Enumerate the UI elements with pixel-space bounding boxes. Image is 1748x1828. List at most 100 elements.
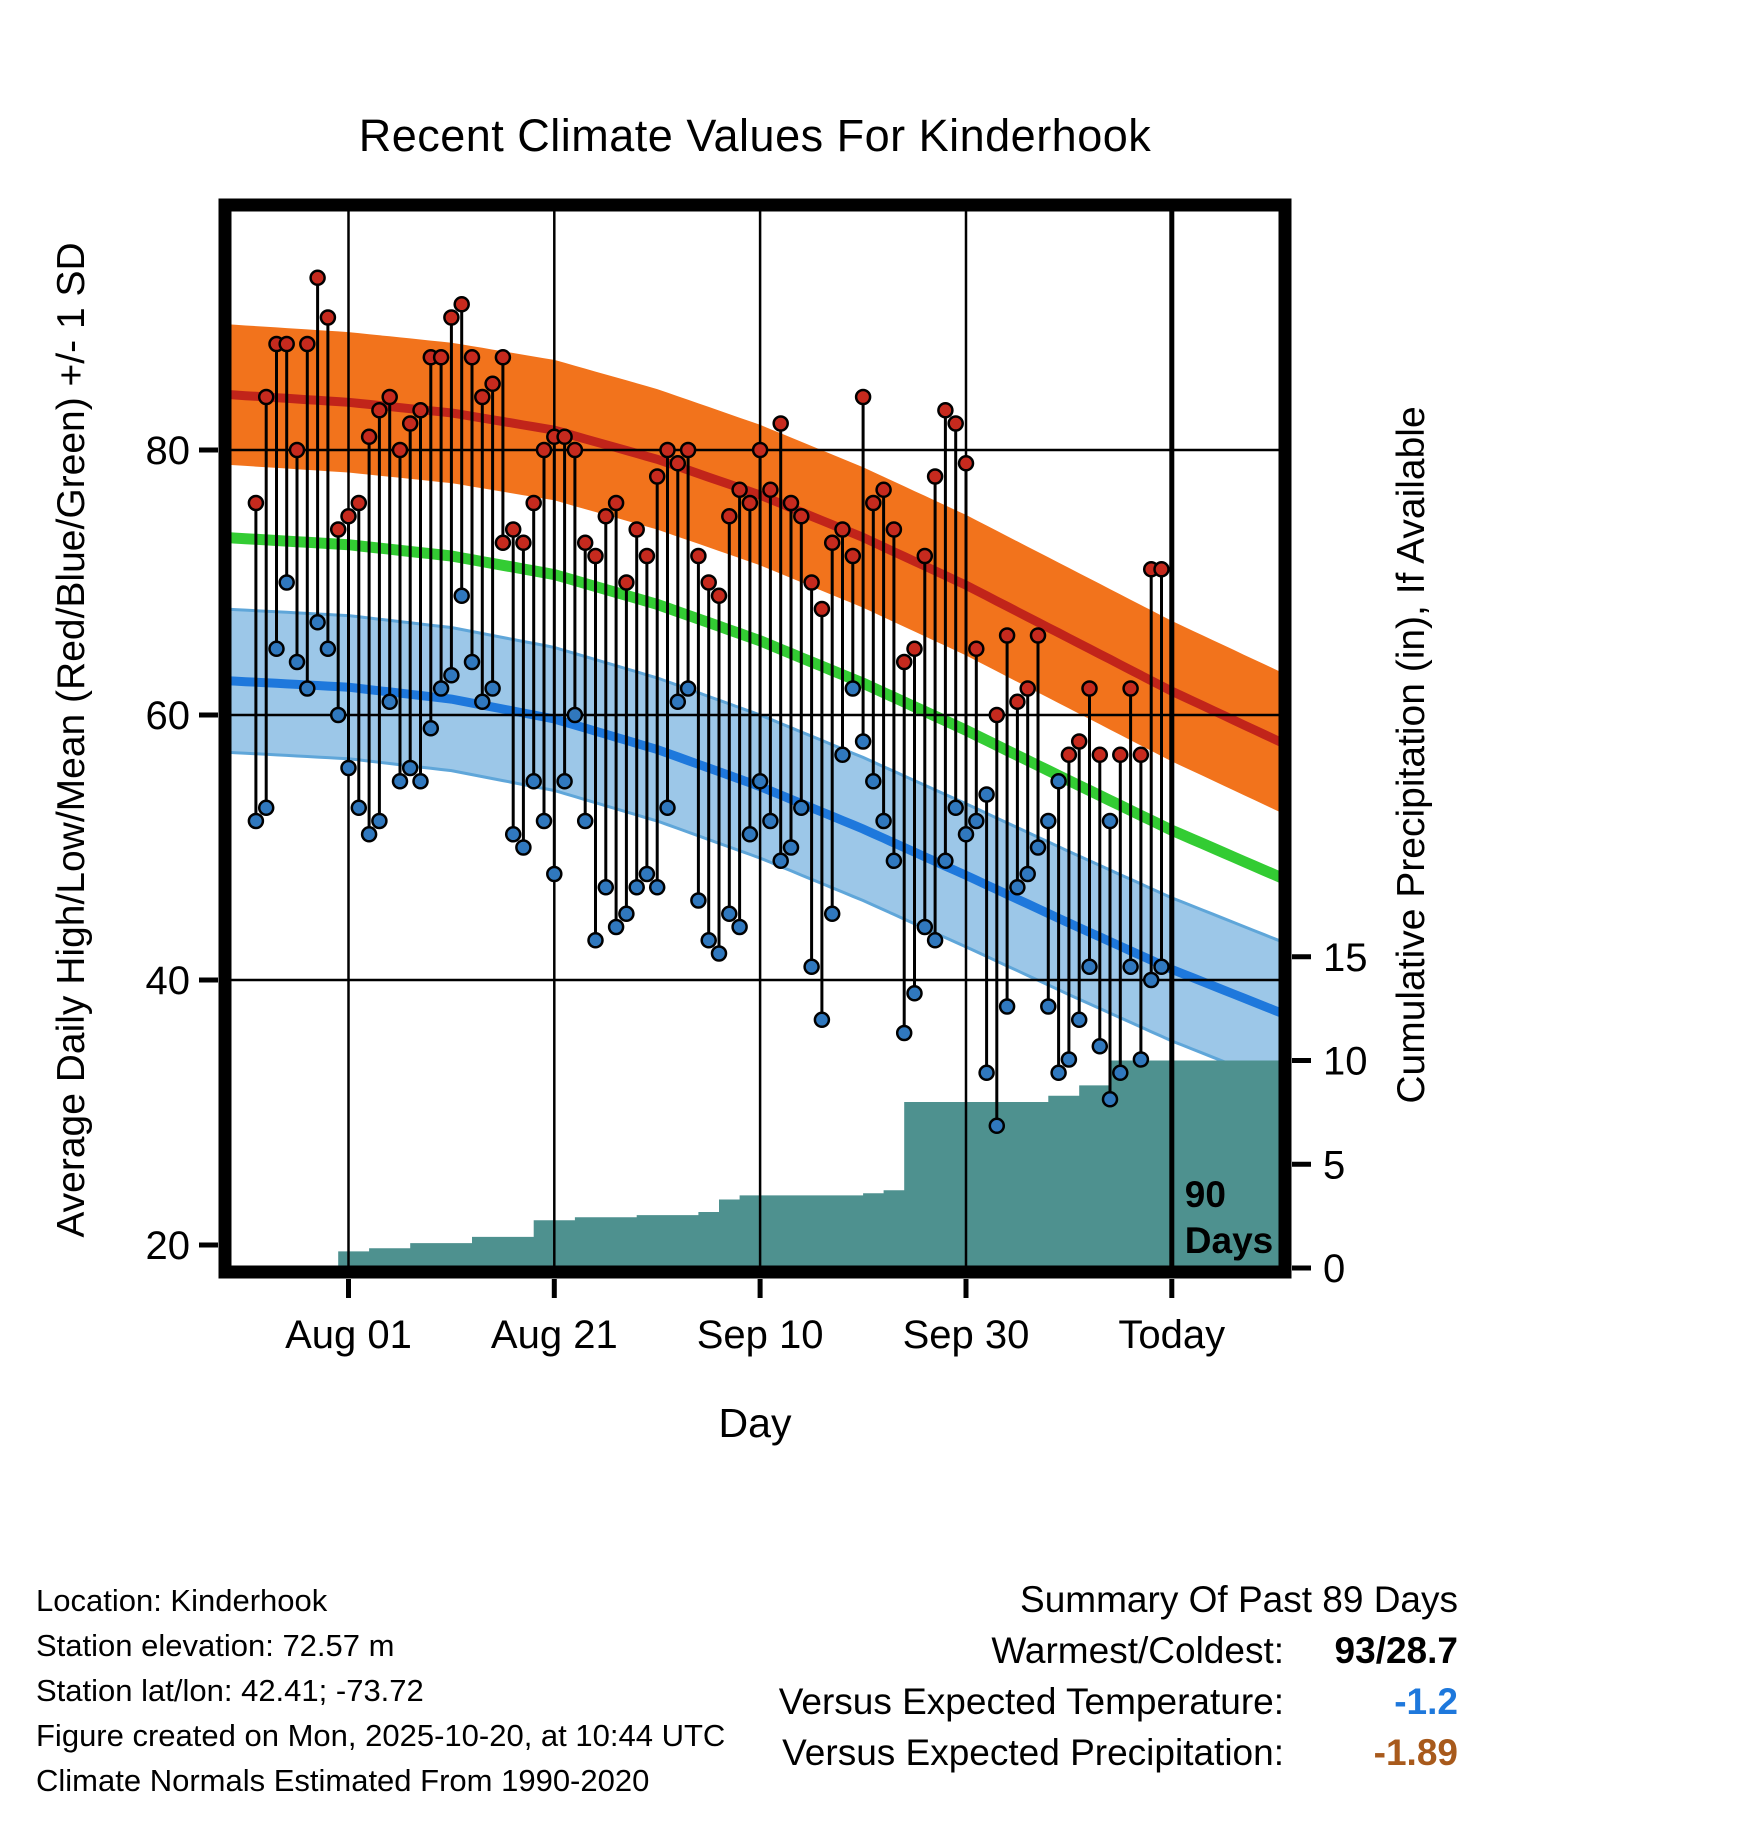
daily-high-dot: [432, 349, 450, 366]
daily-low-dot: [772, 852, 789, 870]
daily-low-dot: [803, 958, 820, 976]
svg-text:Days: Days: [1185, 1220, 1273, 1261]
cumulative-precip-area: [225, 1060, 1285, 1272]
summary-label: Versus Expected Temperature:: [778, 1681, 1284, 1722]
daily-high-dot: [803, 574, 820, 591]
daily-high-dot: [463, 349, 481, 366]
daily-high-dot: [360, 428, 378, 446]
daily-high-dot: [556, 428, 573, 446]
daily-low-dot: [978, 1064, 995, 1082]
daily-low-dot: [443, 667, 460, 684]
daily-low-dot: [1060, 1051, 1078, 1068]
station-info-block: Location: Kinderhook Station elevation: …: [36, 1578, 725, 1803]
daily-low-dot: [885, 852, 903, 870]
daily-low-dot: [628, 879, 645, 896]
summary-row-warmest-coldest: Warmest/Coldest: 93/28.7: [779, 1625, 1458, 1676]
daily-high-dot: [401, 415, 419, 432]
daily-high-dot: [566, 441, 584, 459]
chart-frame: [218, 198, 1292, 1279]
daily-low-dot: [865, 773, 882, 790]
daily-low-dot: [453, 587, 470, 605]
daily-high-dot: [937, 402, 954, 419]
daily-low-dot: [268, 640, 285, 658]
daily-low-dot: [916, 918, 934, 936]
x-axis-title: Day: [719, 1400, 792, 1446]
daily-high-dot: [597, 508, 615, 525]
temp-tick-label: 20: [146, 1224, 191, 1268]
daily-high-dot: [1019, 680, 1036, 697]
daily-high-dot: [988, 706, 1006, 724]
daily-low-dot: [1091, 1038, 1109, 1055]
daily-high-dot: [731, 481, 748, 499]
daily-low-dot: [1101, 1091, 1119, 1108]
daily-low-dot: [957, 826, 975, 843]
daily-high-dot: [412, 402, 429, 419]
daily-high-dot: [391, 441, 409, 459]
daily-high-dot: [504, 521, 522, 538]
daily-low-dot: [1112, 1064, 1129, 1082]
daily-low-dot: [309, 614, 326, 631]
daily-high-dot: [834, 521, 851, 538]
daily-high-dot: [484, 375, 501, 393]
daily-low-dot: [288, 653, 306, 671]
daily-low-dot: [278, 574, 295, 591]
daily-low-dot: [669, 693, 687, 711]
daily-high-dot: [690, 547, 707, 565]
daily-low-dot: [618, 905, 635, 923]
summary-row-vs-temperature: Versus Expected Temperature: -1.2: [779, 1676, 1458, 1727]
climate-chart: 20 40 60 80 0 5 10 15 Aug 01 Aug 21 Sep 10 Sep 30 To…: [50, 198, 1433, 1446]
daily-high-dot: [926, 468, 944, 485]
daily-low-dot: [546, 865, 563, 883]
daily-low-dot: [381, 693, 398, 711]
daily-high-dot: [1101, 812, 1119, 830]
daily-low-dot: [710, 945, 728, 962]
daily-low-dot: [504, 826, 522, 843]
vs-expected-temperature-value: -1.2: [1394, 1681, 1458, 1722]
daily-low-dot: [463, 653, 481, 671]
daily-high-dot: [669, 455, 687, 472]
left-axis-title: Average Daily High/Low/Mean (Red/Blue/Gr…: [50, 242, 93, 1237]
daily-low-dot: [721, 905, 738, 923]
daily-low-dot: [690, 892, 707, 909]
daily-high-dot: [247, 494, 265, 512]
daily-low-dot: [741, 826, 759, 843]
daily-high-dot: [535, 441, 553, 459]
daily-low-dot: [525, 773, 542, 790]
daily-low-dot: [401, 759, 419, 777]
daily-low-dot: [638, 865, 656, 883]
daily-low-dot: [422, 720, 440, 737]
daily-high-dot: [648, 468, 666, 485]
daily-high-dot: [895, 653, 913, 671]
summary-label: Warmest/Coldest:: [991, 1630, 1284, 1671]
daily-high-dot: [1070, 733, 1088, 750]
daily-high-dot: [628, 521, 645, 538]
daily-low-dot: [823, 905, 841, 923]
daily-low-dot: [751, 773, 769, 790]
daily-low-dot: [947, 799, 964, 817]
daily-high-dot: [1091, 746, 1109, 764]
ninety-days-label: 90 Days: [1185, 1174, 1273, 1261]
daily-low-dot: [474, 693, 491, 711]
right-axis-title: Cumulative Precipitation (in), If Availa…: [1390, 406, 1433, 1103]
daily-high-dot: [525, 494, 542, 512]
date-tick-label: Aug 21: [491, 1313, 618, 1357]
daily-low-dot: [329, 706, 347, 724]
high-normal-mean-line: [225, 389, 1285, 749]
daily-low-dot: [1142, 971, 1160, 989]
daily-low-dot: [937, 852, 954, 870]
station-latlon: Station lat/lon: 42.41; -73.72: [36, 1673, 424, 1708]
daily-low-dot: [793, 799, 810, 817]
daily-high-dot: [1081, 680, 1098, 697]
daily-high-dot: [772, 415, 789, 432]
vs-expected-precipitation-value: -1.89: [1373, 1732, 1458, 1773]
daily-low-dot: [875, 812, 892, 830]
date-tick-label: Aug 01: [285, 1313, 412, 1357]
daily-high-dot: [865, 494, 882, 512]
daily-low-dot: [576, 812, 594, 830]
date-tick-label: Today: [1118, 1313, 1225, 1357]
daily-high-dot: [1060, 746, 1078, 764]
summary-row-vs-precipitation: Versus Expected Precipitation: -1.89: [779, 1727, 1458, 1778]
daily-low-dot: [926, 932, 944, 949]
daily-low-dot: [1153, 958, 1170, 976]
daily-high-dot: [741, 494, 759, 512]
